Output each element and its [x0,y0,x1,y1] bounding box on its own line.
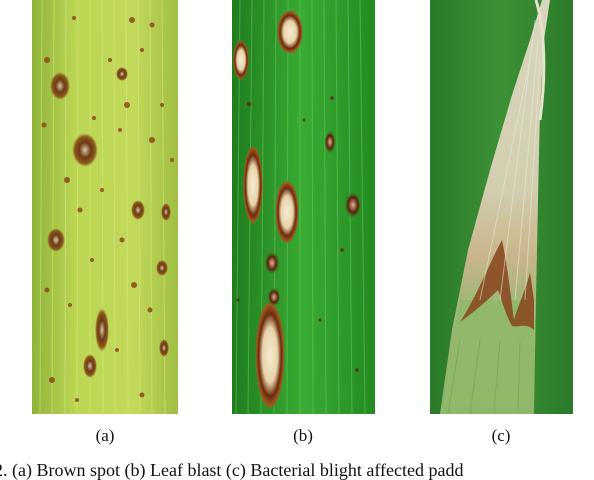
leaf-blast-leaf-image [232,0,375,414]
brown-spot-leaf-image [32,0,178,414]
bacterial-blight-leaf-image [430,0,573,414]
figure-caption: 2. (a) Brown spot (b) Leaf blast (c) Bac… [0,460,464,480]
panel-b-label: (b) [293,426,313,445]
panel-c-label: (c) [491,426,511,445]
panel-a-label: (a) [95,426,115,445]
